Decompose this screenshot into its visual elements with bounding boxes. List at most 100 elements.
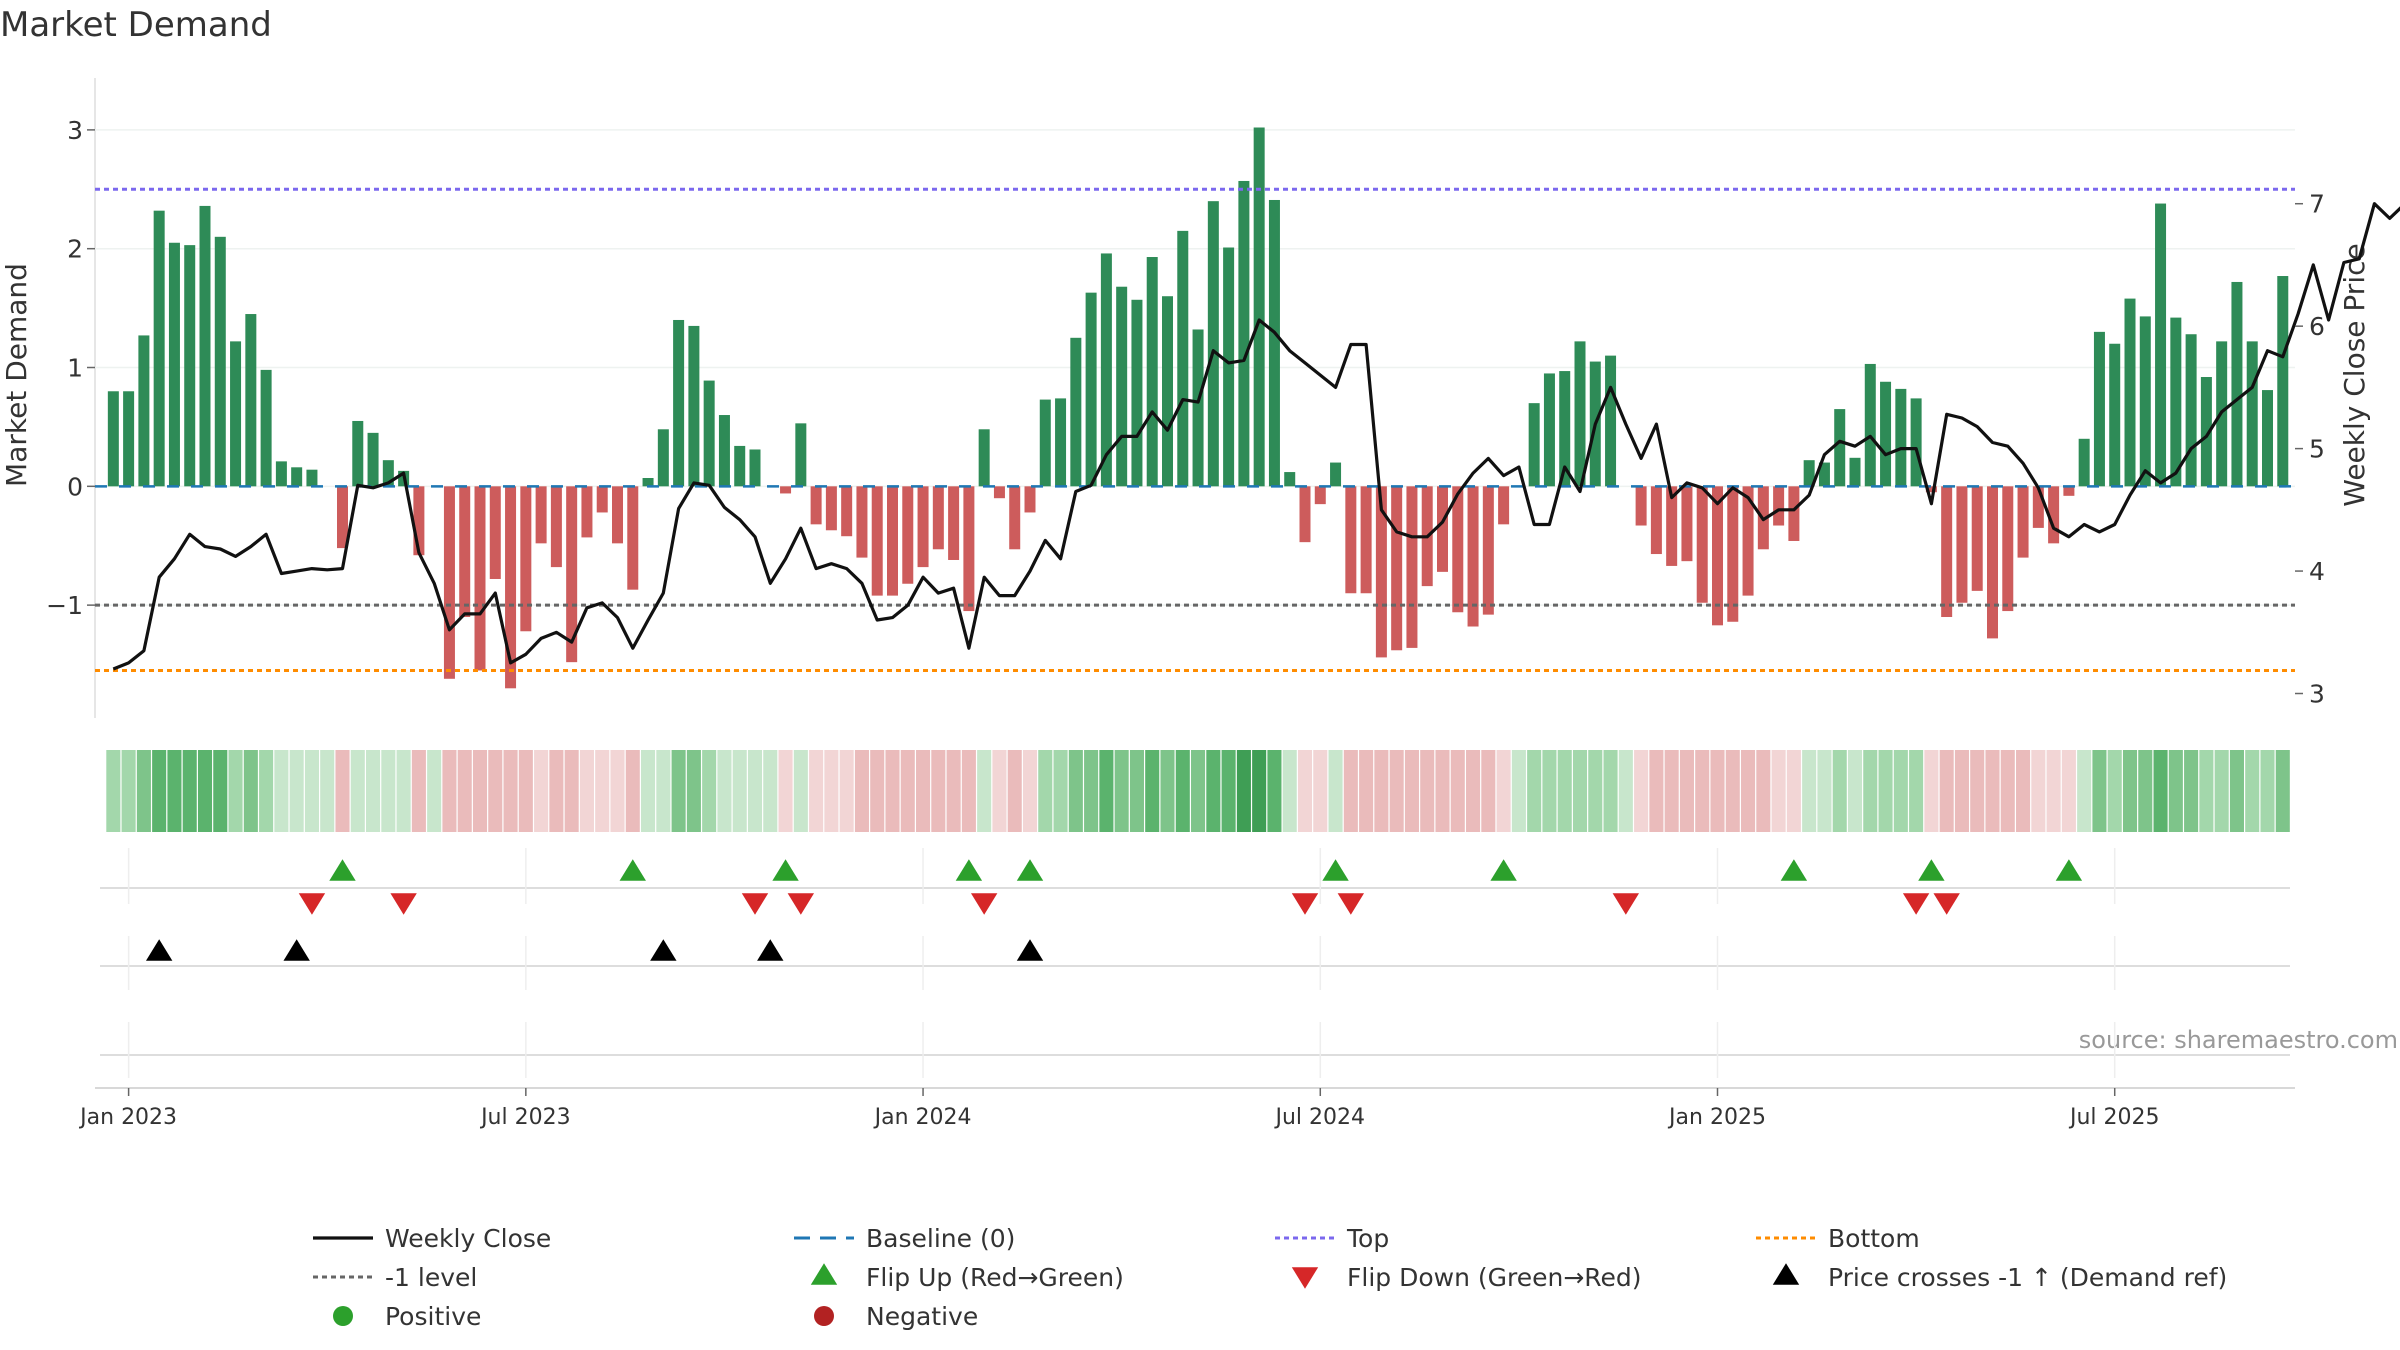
strip-cell (1389, 750, 1404, 832)
positive-demand-bar (642, 478, 654, 487)
negative-demand-bar (1391, 486, 1403, 651)
negative-demand-bar (871, 486, 883, 596)
strip-cell (1099, 750, 1114, 832)
positive-demand-bar (1284, 472, 1296, 487)
negative-demand-bar (902, 486, 914, 584)
strip-cell (1832, 750, 1847, 832)
strip-cell (2000, 750, 2015, 832)
positive-demand-bar (1116, 286, 1128, 487)
strip-cell (1649, 750, 1664, 832)
strip-cell (946, 750, 961, 832)
y-tick-label: 3 (67, 116, 83, 145)
strip-cell (503, 750, 518, 832)
strip-cell (289, 750, 304, 832)
negative-demand-bar (612, 486, 623, 544)
negative-demand-bar (1024, 486, 1036, 513)
strip-cell (1068, 750, 1083, 832)
strip-cell (977, 750, 992, 832)
strip-cell (1496, 750, 1511, 832)
strip-cell (1527, 750, 1542, 832)
strip-cell (686, 750, 701, 832)
positive-demand-bar (1223, 247, 1235, 487)
flip-up-marker (1016, 859, 1044, 881)
legend-item: -1 level (313, 1263, 477, 1292)
positive-demand-bar (1849, 457, 1861, 487)
strip-cell (1634, 750, 1649, 832)
strip-cell (702, 750, 717, 832)
legend-triangle-up-swatch (1772, 1263, 1800, 1285)
strip-cell (1664, 750, 1679, 832)
y2-tick-label: 7 (2309, 190, 2325, 219)
negative-demand-bar (887, 486, 898, 596)
negative-demand-bar (489, 486, 501, 579)
strip-cell (136, 750, 151, 832)
positive-demand-bar (1559, 371, 1571, 487)
main-plot: 3 2 1 0 −1 7 6 5 4 3 (46, 78, 2400, 718)
positive-demand-bar (1330, 462, 1342, 487)
strip-cell (1511, 750, 1526, 832)
x-axis: Jan 2023 Jul 2023 Jan 2024 Jul 2024 Jan 2025… (78, 1087, 2295, 1130)
strip-cell (1603, 750, 1618, 832)
negative-demand-bar (1482, 486, 1494, 615)
strip-cell (1618, 750, 1633, 832)
flip-down-marker (741, 893, 769, 915)
legend: Weekly Close Baseline (0) Top Bottom -1 leve… (313, 1224, 2227, 1331)
negative-demand-bar (1941, 486, 1953, 618)
strip-cell (396, 750, 411, 832)
positive-demand-bar (1039, 399, 1051, 487)
strip-cell (213, 750, 228, 832)
strip-cell (2092, 750, 2107, 832)
strip-cell (2214, 750, 2229, 832)
positive-demand-bar (184, 245, 196, 487)
positive-demand-bar (199, 205, 211, 487)
positive-demand-bar (718, 415, 730, 487)
flip-up-marker (772, 859, 799, 881)
negative-demand-bar (550, 486, 562, 568)
negative-demand-bar (1666, 486, 1678, 566)
positive-demand-bar (107, 391, 119, 487)
strip-cell (747, 750, 763, 832)
strip-cell (1420, 750, 1435, 832)
positive-demand-bar (1880, 381, 1892, 487)
y2-tick-label: 5 (2309, 435, 2325, 464)
legend-triangle-down-swatch (1291, 1267, 1319, 1289)
strip-cell (961, 750, 976, 832)
strip-cell (1221, 750, 1236, 832)
negative-demand-bar (474, 486, 486, 671)
positive-demand-bar (2124, 298, 2136, 487)
negative-demand-bar (520, 486, 532, 632)
strip-cell (1236, 750, 1251, 832)
positive-demand-bar (2139, 316, 2151, 487)
negative-demand-bar (1635, 486, 1647, 526)
positive-demand-bar (673, 319, 685, 487)
positive-demand-bar (2246, 341, 2258, 487)
negative-demand-bar (1773, 486, 1785, 526)
strip-cell (1985, 750, 2000, 832)
strip-cell (518, 750, 533, 832)
legend-label: -1 level (385, 1263, 477, 1292)
legend-label: Flip Down (Green→Red) (1347, 1263, 1642, 1292)
strip-cell (304, 750, 319, 832)
legend-item: Baseline (0) (794, 1224, 1015, 1253)
y2-axis-label: Weekly Close Price (2338, 243, 2371, 506)
strip-cell (778, 750, 793, 832)
y-axis-label: Market Demand (0, 263, 33, 487)
positive-demand-bar (1818, 462, 1830, 487)
legend-item: Positive (333, 1302, 481, 1331)
strip-cell (824, 750, 839, 832)
strip-cell (411, 750, 426, 832)
strip-cell (1435, 750, 1450, 832)
strip-cell (854, 750, 869, 832)
strip-cell (763, 750, 778, 832)
strip-cell (1695, 750, 1710, 832)
x-tick-label: Jan 2025 (1667, 1105, 1766, 1130)
legend-item: Bottom (1756, 1224, 1920, 1253)
positive-demand-bar (2231, 281, 2243, 487)
negative-demand-bar (1498, 486, 1510, 525)
strip-cell (1847, 750, 1863, 832)
negative-demand-bar (1712, 486, 1723, 626)
negative-demand-bar (1727, 486, 1739, 622)
flip-up-marker (1780, 859, 1808, 881)
negative-demand-bar (505, 486, 517, 689)
positive-demand-bar (123, 391, 135, 487)
